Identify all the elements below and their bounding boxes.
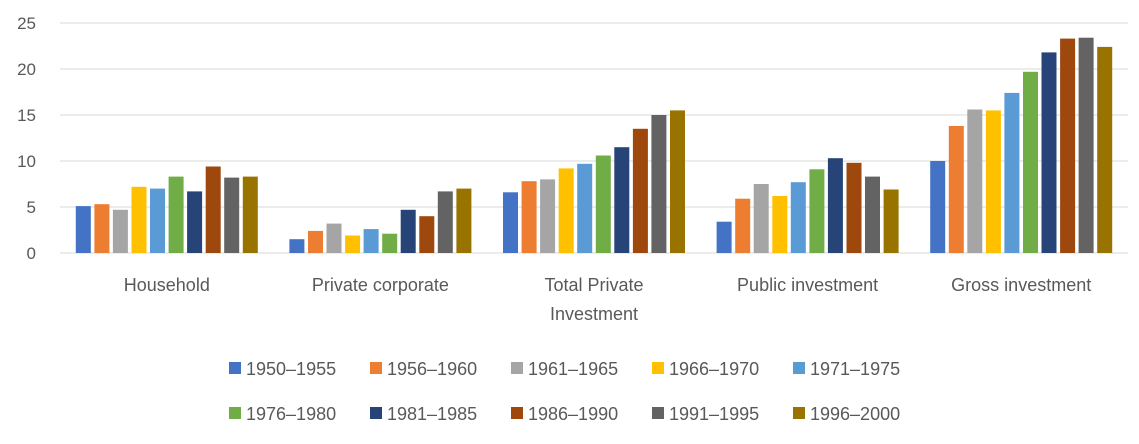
x-category-label: Investment — [550, 304, 638, 324]
bar — [846, 162, 862, 253]
bar — [75, 206, 91, 253]
x-category-label: Gross investment — [951, 275, 1091, 295]
bar — [419, 216, 435, 253]
legend-item: 1956–1960 — [370, 359, 477, 379]
bar — [809, 169, 825, 253]
legend-item: 1981–1985 — [370, 404, 477, 424]
legend-label: 1956–1960 — [387, 359, 477, 379]
bar — [503, 192, 518, 253]
legend-label: 1950–1955 — [246, 359, 336, 379]
bar — [1004, 92, 1020, 254]
bar — [1078, 37, 1094, 254]
bar — [437, 191, 453, 253]
legend-label: 1981–1985 — [387, 404, 477, 424]
legend-label: 1986–1990 — [528, 404, 618, 424]
legend-label: 1966–1970 — [669, 359, 759, 379]
bar — [326, 223, 342, 253]
bar — [94, 204, 110, 253]
x-axis: Household Private corporate Total Private I… — [124, 275, 1091, 324]
bar — [224, 177, 240, 253]
bar — [521, 181, 537, 253]
bar — [735, 198, 751, 253]
bar — [967, 109, 983, 253]
bar — [577, 163, 593, 253]
bar — [112, 209, 128, 253]
legend-item: 1961–1965 — [511, 359, 618, 379]
x-category-label: Private corporate — [312, 275, 449, 295]
legend: 1950–1955 1956–1960 1961–1965 1966–1970 1971… — [229, 359, 900, 424]
bar — [168, 176, 184, 253]
y-tick-label: 20 — [17, 60, 36, 79]
x-category-label: Public investment — [737, 275, 878, 295]
bar — [651, 115, 667, 253]
bar — [827, 158, 843, 253]
legend-item: 1991–1995 — [652, 404, 759, 424]
legend-label: 1961–1965 — [528, 359, 618, 379]
legend-swatch — [370, 362, 382, 374]
bar — [670, 110, 685, 254]
bar — [558, 168, 574, 253]
y-tick-label: 0 — [27, 244, 36, 263]
legend-swatch — [793, 362, 805, 374]
bar — [150, 188, 165, 253]
legend-swatch — [652, 362, 664, 374]
legend-item: 1986–1990 — [511, 404, 618, 424]
bar — [1060, 38, 1076, 253]
y-tick-label: 15 — [17, 106, 36, 125]
y-tick-label: 25 — [17, 14, 36, 33]
bar — [1097, 46, 1113, 254]
bar — [242, 176, 258, 253]
bar — [187, 191, 203, 253]
legend-swatch — [652, 407, 664, 419]
bar — [614, 147, 630, 253]
bar — [1023, 71, 1038, 253]
bar — [363, 229, 379, 253]
bar — [883, 189, 899, 253]
legend-item: 1976–1980 — [229, 404, 336, 424]
bar — [345, 235, 361, 253]
legend-swatch — [370, 407, 382, 419]
bar — [930, 161, 946, 253]
legend-item: 1966–1970 — [652, 359, 759, 379]
bar — [716, 221, 732, 253]
y-axis: 0 5 10 15 20 25 — [17, 14, 36, 263]
y-tick-label: 10 — [17, 152, 36, 171]
bar — [205, 166, 221, 253]
x-category-label: Household — [124, 275, 210, 295]
bar — [400, 209, 416, 253]
bar — [382, 233, 398, 253]
legend-swatch — [511, 407, 523, 419]
bar — [772, 196, 788, 253]
bar — [948, 126, 964, 253]
bar — [456, 188, 472, 253]
bar — [595, 155, 611, 253]
legend-label: 1996–2000 — [810, 404, 900, 424]
x-category-label: Total Private — [544, 275, 643, 295]
legend-item: 1971–1975 — [793, 359, 900, 379]
legend-label: 1991–1995 — [669, 404, 759, 424]
legend-item: 1996–2000 — [793, 404, 900, 424]
bar — [1041, 52, 1057, 254]
legend-swatch — [229, 407, 241, 419]
bar — [289, 239, 305, 253]
bar — [985, 110, 1001, 254]
legend-swatch — [229, 362, 241, 374]
legend-item: 1950–1955 — [229, 359, 336, 379]
y-tick-label: 5 — [27, 198, 36, 217]
legend-label: 1971–1975 — [810, 359, 900, 379]
legend-swatch — [511, 362, 523, 374]
bar — [540, 179, 556, 253]
bar — [632, 128, 648, 253]
bars — [75, 37, 1113, 254]
bar — [131, 186, 147, 253]
bar — [865, 176, 880, 253]
bar — [753, 184, 769, 253]
bar — [308, 230, 323, 253]
legend-label: 1976–1980 — [246, 404, 336, 424]
legend-swatch — [793, 407, 805, 419]
bar — [790, 182, 806, 253]
